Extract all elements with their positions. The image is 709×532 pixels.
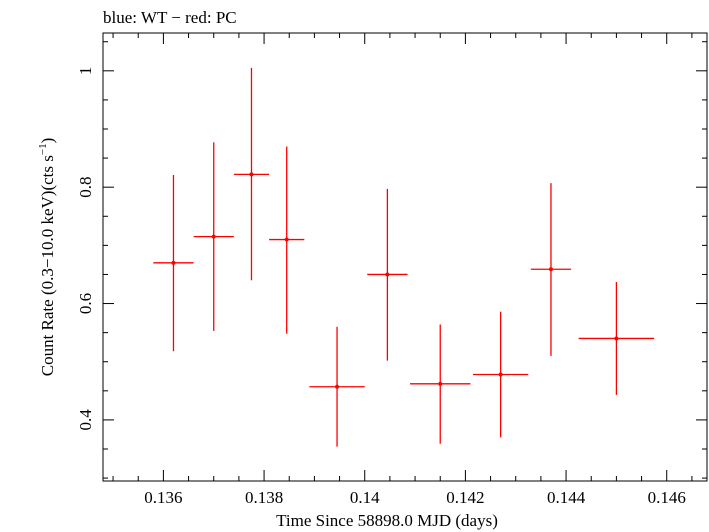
data-marker — [548, 267, 553, 272]
data-point — [578, 282, 655, 395]
x-tick-label: 0.142 — [446, 488, 484, 507]
data-point — [233, 67, 270, 281]
x-tick-label: 0.136 — [144, 488, 182, 507]
x-tick-label: 0.146 — [648, 488, 686, 507]
data-point — [153, 174, 194, 352]
data-series-pc — [153, 67, 655, 447]
data-point — [269, 146, 305, 334]
data-marker — [211, 234, 216, 239]
data-marker — [284, 237, 289, 242]
y-tick-label: 1 — [76, 67, 95, 76]
y-axis-label-close: ) — [38, 138, 57, 144]
y-axis-label-main: Count Rate (0.3−10.0 keV)(cts s — [38, 155, 57, 376]
data-marker — [385, 272, 390, 277]
y-axis-label: Count Rate (0.3−10.0 keV)(cts s−1) — [37, 138, 57, 377]
axis-ticks — [103, 33, 707, 481]
data-point — [367, 188, 408, 361]
y-tick-label: 0.6 — [76, 293, 95, 314]
data-marker — [249, 172, 254, 177]
x-tick-label: 0.14 — [350, 488, 380, 507]
data-marker — [498, 372, 503, 377]
y-tick-label: 0.4 — [76, 409, 95, 431]
y-tick-labels: 0.4 0.6 0.8 1 — [76, 67, 95, 431]
y-axis-label-sup: −1 — [37, 143, 49, 155]
data-marker — [438, 381, 443, 386]
data-point — [472, 311, 529, 438]
plot-frame — [102, 32, 708, 482]
data-point — [410, 324, 471, 444]
chart-title: blue: WT − red: PC — [103, 8, 237, 27]
x-tick-label: 0.138 — [245, 488, 283, 507]
data-point — [309, 326, 365, 447]
x-tick-label: 0.144 — [547, 488, 586, 507]
data-marker — [614, 336, 619, 341]
data-point — [193, 142, 234, 331]
x-axis-label: Time Since 58898.0 MJD (days) — [276, 511, 498, 530]
data-marker — [171, 260, 176, 265]
data-point — [530, 183, 572, 356]
data-marker — [335, 384, 340, 389]
x-tick-labels: 0.136 0.138 0.14 0.142 0.144 0.146 — [144, 488, 686, 507]
y-tick-label: 0.8 — [76, 177, 95, 198]
